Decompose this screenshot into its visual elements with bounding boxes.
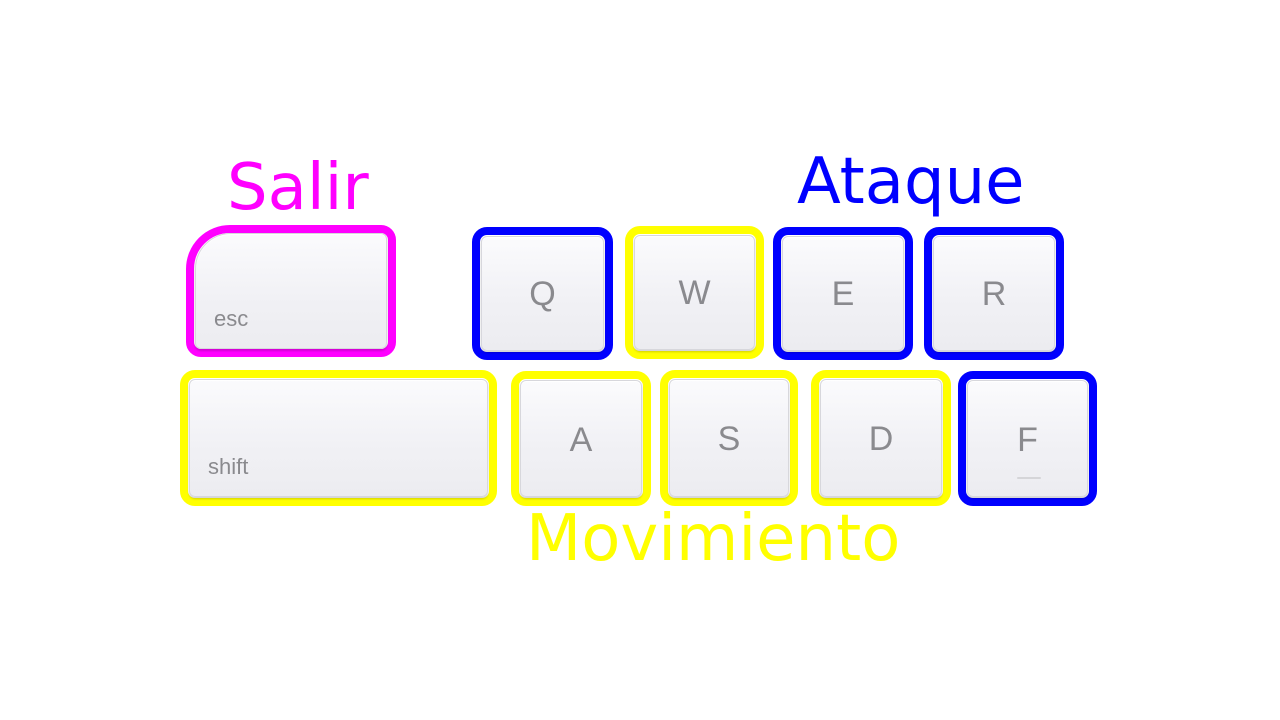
d-key-label: D [868,420,894,458]
s-key-outline [660,370,798,506]
q-key-outline [472,227,613,360]
r-key-outline [924,227,1064,360]
shift-key-label: shift [208,454,249,479]
d-key-outline [811,370,951,506]
e-key: E [782,236,904,351]
esc-key: esc [195,233,387,349]
w-key: W [634,235,755,350]
f-key: F [967,380,1088,497]
q-key-label: Q [529,275,556,313]
esc-key-label: esc [214,306,249,331]
ataque-label: Ataque [797,145,1025,219]
a-key-label: A [569,421,593,459]
d-key: D [820,379,942,497]
r-key-label: R [981,275,1007,313]
f-key-outline [958,371,1097,506]
w-key-outline [625,226,764,359]
shift-key: shift [189,379,488,497]
f-key-label: F [1017,421,1038,459]
s-key-label: S [717,420,741,458]
salir-label: Salir [227,151,369,225]
movimiento-label: Movimiento [526,502,901,576]
shift-key-outline [180,370,497,506]
w-key-label: W [678,274,711,312]
f-key-home-bump [1017,477,1041,479]
r-key: R [933,236,1055,351]
a-key-outline [511,371,651,506]
q-key: Q [481,236,604,351]
e-key-outline [773,227,913,360]
a-key: A [520,380,642,497]
esc-key-outline [186,225,396,357]
s-key: S [669,379,789,497]
e-key-label: E [831,275,855,313]
